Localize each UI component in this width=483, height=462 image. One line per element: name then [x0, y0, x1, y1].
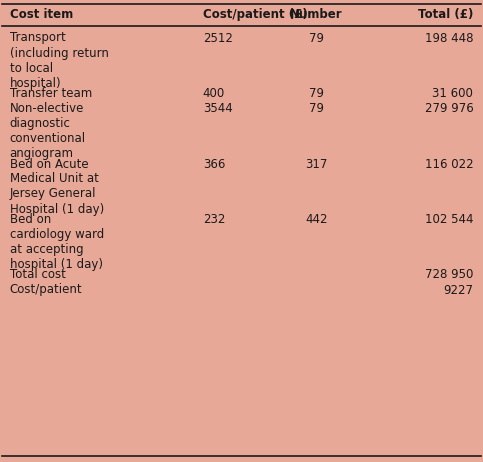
- Text: 366: 366: [203, 158, 225, 170]
- Text: 9227: 9227: [443, 284, 473, 297]
- Text: 400: 400: [203, 87, 225, 100]
- Text: 232: 232: [203, 213, 225, 226]
- Text: Total cost: Total cost: [10, 268, 66, 281]
- Text: 79: 79: [309, 87, 324, 100]
- Text: 2512: 2512: [203, 31, 233, 44]
- Text: 79: 79: [309, 102, 324, 115]
- Text: Bed on
cardiology ward
at accepting
hospital (1 day): Bed on cardiology ward at accepting hosp…: [10, 213, 104, 271]
- Text: 279 976: 279 976: [425, 102, 473, 115]
- Text: Total (£): Total (£): [418, 8, 473, 21]
- Text: Cost/patient: Cost/patient: [10, 284, 82, 297]
- Text: 79: 79: [309, 31, 324, 44]
- Text: 198 448: 198 448: [425, 31, 473, 44]
- Text: 116 022: 116 022: [425, 158, 473, 170]
- Text: Non-elective
diagnostic
conventional
angiogram: Non-elective diagnostic conventional ang…: [10, 102, 86, 160]
- Text: Cost item: Cost item: [10, 8, 73, 21]
- Text: 3544: 3544: [203, 102, 233, 115]
- Text: Number: Number: [290, 8, 342, 21]
- Text: Cost/patient (£): Cost/patient (£): [203, 8, 308, 21]
- Text: 317: 317: [305, 158, 327, 170]
- Text: Transport
(including return
to local
hospital): Transport (including return to local hos…: [10, 31, 109, 90]
- Text: 102 544: 102 544: [425, 213, 473, 226]
- Text: 442: 442: [305, 213, 327, 226]
- Text: Transfer team: Transfer team: [10, 87, 92, 100]
- Text: Bed on Acute
Medical Unit at
Jersey General
Hospital (1 day): Bed on Acute Medical Unit at Jersey Gene…: [10, 158, 104, 215]
- Text: 31 600: 31 600: [432, 87, 473, 100]
- Text: 728 950: 728 950: [425, 268, 473, 281]
